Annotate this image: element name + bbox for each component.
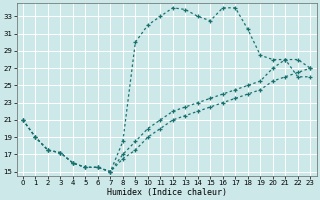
- X-axis label: Humidex (Indice chaleur): Humidex (Indice chaleur): [107, 188, 227, 197]
